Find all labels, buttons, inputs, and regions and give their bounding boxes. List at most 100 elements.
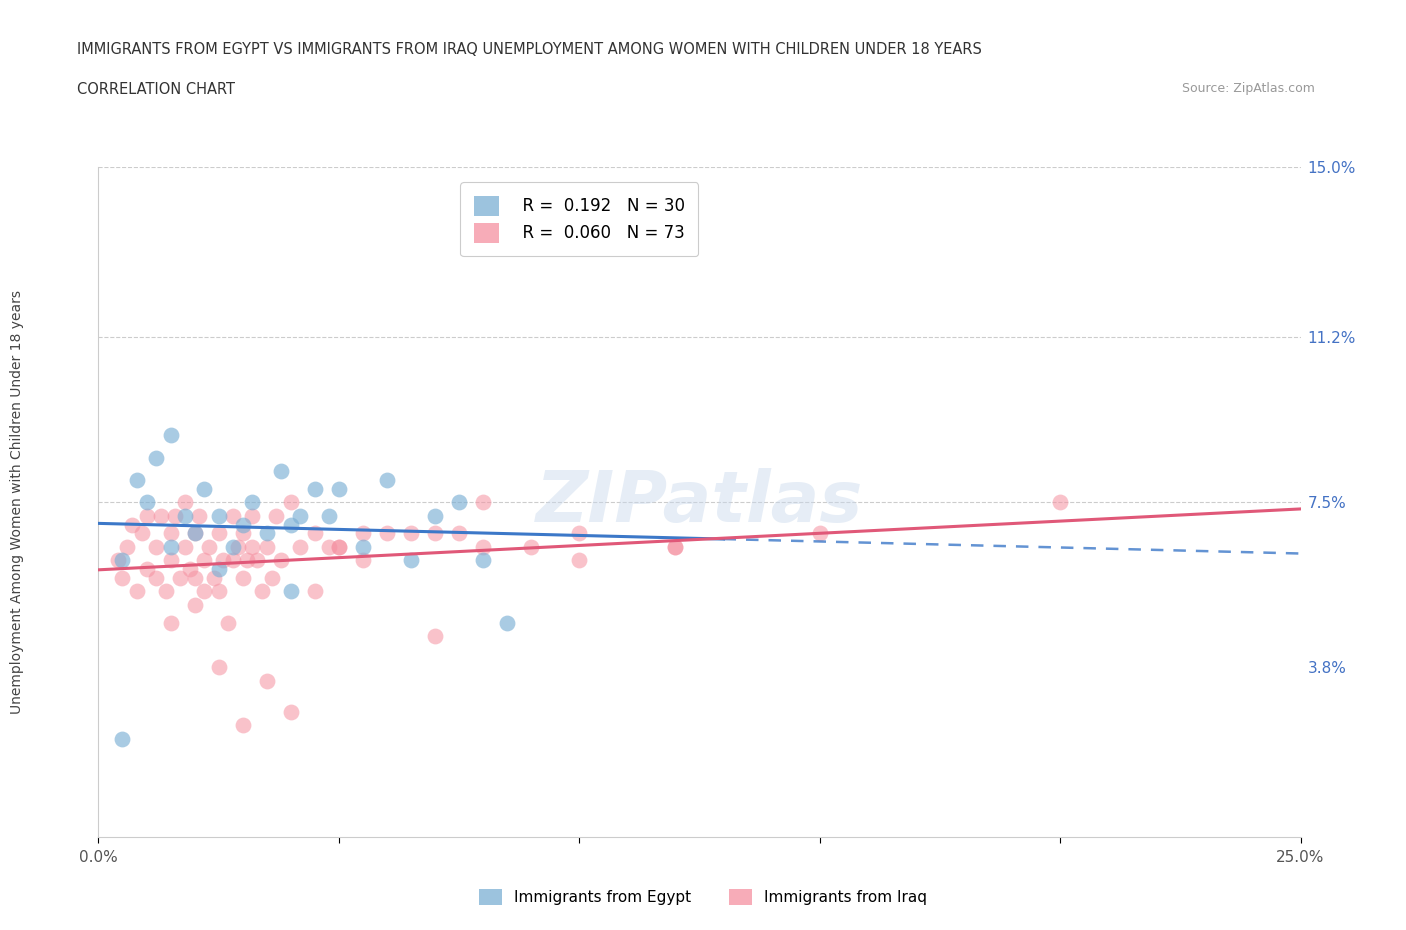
- Point: [260, 571, 283, 586]
- Point: [198, 539, 221, 554]
- Point: [183, 526, 205, 541]
- Point: [568, 526, 591, 541]
- Point: [266, 508, 288, 523]
- Point: [423, 629, 446, 644]
- Point: [472, 495, 495, 510]
- Point: [159, 526, 181, 541]
- Point: [1049, 495, 1071, 510]
- Point: [520, 539, 543, 554]
- Point: [328, 539, 350, 554]
- Point: [125, 472, 148, 487]
- Point: [232, 718, 254, 733]
- Point: [188, 508, 211, 523]
- Point: [472, 539, 495, 554]
- Point: [159, 552, 181, 567]
- Point: [318, 539, 340, 554]
- Point: [290, 508, 312, 523]
- Point: [256, 526, 278, 541]
- Point: [423, 526, 446, 541]
- Point: [256, 539, 278, 554]
- Point: [232, 571, 254, 586]
- Point: [240, 508, 263, 523]
- Point: [202, 571, 225, 586]
- Point: [222, 508, 245, 523]
- Text: Source: ZipAtlas.com: Source: ZipAtlas.com: [1181, 82, 1315, 95]
- Point: [352, 552, 374, 567]
- Point: [664, 539, 686, 554]
- Point: [149, 508, 172, 523]
- Point: [145, 450, 167, 465]
- Point: [250, 584, 273, 599]
- Point: [111, 552, 134, 567]
- Point: [280, 495, 302, 510]
- Point: [159, 539, 181, 554]
- Point: [226, 539, 249, 554]
- Point: [328, 539, 350, 554]
- Point: [135, 508, 157, 523]
- Point: [208, 508, 231, 523]
- Text: CORRELATION CHART: CORRELATION CHART: [77, 82, 235, 97]
- Point: [240, 539, 263, 554]
- Point: [174, 539, 197, 554]
- Point: [568, 552, 591, 567]
- Point: [236, 552, 259, 567]
- Point: [375, 526, 398, 541]
- Point: [155, 584, 177, 599]
- Point: [111, 571, 134, 586]
- Point: [472, 552, 495, 567]
- Point: [183, 597, 205, 612]
- Point: [183, 526, 205, 541]
- Point: [193, 552, 215, 567]
- Point: [217, 616, 239, 631]
- Point: [240, 495, 263, 510]
- Point: [280, 584, 302, 599]
- Point: [270, 552, 292, 567]
- Point: [664, 539, 686, 554]
- Point: [208, 526, 231, 541]
- Point: [222, 539, 245, 554]
- Text: IMMIGRANTS FROM EGYPT VS IMMIGRANTS FROM IRAQ UNEMPLOYMENT AMONG WOMEN WITH CHIL: IMMIGRANTS FROM EGYPT VS IMMIGRANTS FROM…: [77, 42, 983, 57]
- Point: [174, 495, 197, 510]
- Point: [270, 463, 292, 478]
- Point: [808, 526, 831, 541]
- Point: [352, 526, 374, 541]
- Point: [280, 705, 302, 720]
- Point: [304, 526, 326, 541]
- Point: [193, 482, 215, 497]
- Point: [165, 508, 187, 523]
- Point: [399, 552, 422, 567]
- Point: [208, 584, 231, 599]
- Point: [232, 517, 254, 532]
- Point: [135, 495, 157, 510]
- Legend:   R =  0.192   N = 30,   R =  0.060   N = 73: R = 0.192 N = 30, R = 0.060 N = 73: [460, 182, 699, 257]
- Point: [131, 526, 153, 541]
- Point: [125, 584, 148, 599]
- Point: [399, 526, 422, 541]
- Point: [304, 482, 326, 497]
- Point: [423, 508, 446, 523]
- Point: [183, 571, 205, 586]
- Point: [352, 539, 374, 554]
- Legend: Immigrants from Egypt, Immigrants from Iraq: Immigrants from Egypt, Immigrants from I…: [471, 882, 935, 913]
- Point: [318, 508, 340, 523]
- Point: [208, 562, 231, 577]
- Text: Unemployment Among Women with Children Under 18 years: Unemployment Among Women with Children U…: [10, 290, 24, 714]
- Point: [447, 495, 470, 510]
- Point: [107, 552, 129, 567]
- Point: [174, 508, 197, 523]
- Point: [159, 428, 181, 443]
- Point: [193, 584, 215, 599]
- Point: [169, 571, 191, 586]
- Point: [246, 552, 269, 567]
- Point: [496, 616, 519, 631]
- Point: [135, 562, 157, 577]
- Point: [145, 539, 167, 554]
- Text: ZIPatlas: ZIPatlas: [536, 468, 863, 537]
- Point: [111, 731, 134, 746]
- Point: [222, 552, 245, 567]
- Point: [375, 472, 398, 487]
- Point: [121, 517, 143, 532]
- Point: [159, 616, 181, 631]
- Point: [304, 584, 326, 599]
- Point: [447, 526, 470, 541]
